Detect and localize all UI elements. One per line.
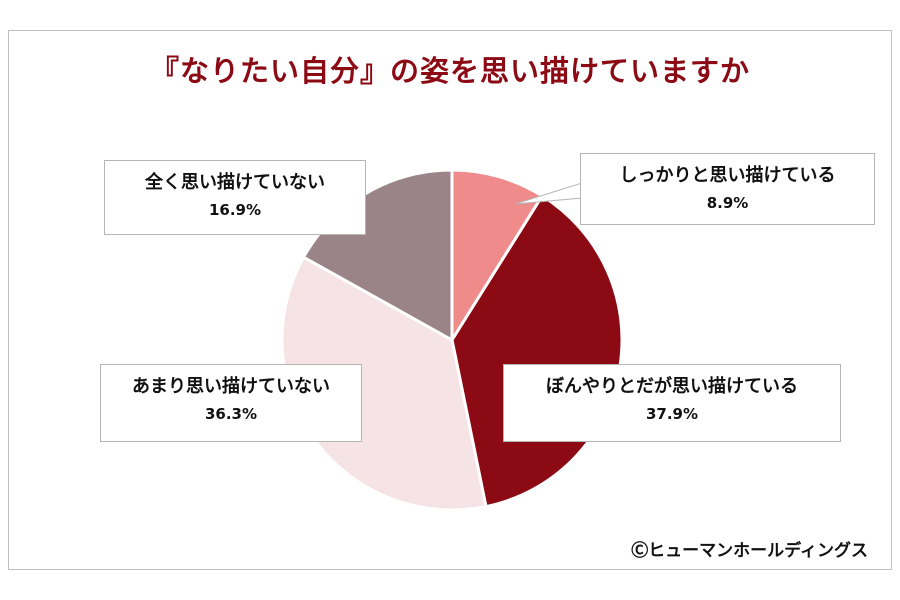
copyright-text: Ⓒヒューマンホールディングス — [631, 541, 868, 561]
slice-label-not-at-all: 全く思い描けていない 16.9% — [104, 160, 366, 235]
slice-label-text: 全く思い描けていない — [145, 172, 325, 193]
slice-value-label: 8.9% — [706, 194, 749, 212]
slice-label-firmly: しっかりと思い描けている 8.9% — [580, 153, 875, 225]
slice-value-label: 36.3% — [204, 405, 258, 423]
chart-title: 『なりたい自分』の姿を思い描けていますか — [149, 54, 750, 88]
slice-label-vaguely: ぼんやりとだが思い描けている 37.9% — [503, 364, 841, 442]
slice-label-text: ぼんやりとだが思い描けている — [546, 376, 798, 397]
slice-label-not-much: あまり思い描けていない 36.3% — [100, 364, 362, 442]
slice-firmly — [450, 168, 545, 346]
slice-value-label: 37.9% — [645, 405, 699, 423]
slice-value-label: 16.9% — [208, 201, 262, 219]
slice-label-text: あまり思い描けていない — [132, 376, 330, 397]
slice-label-text: しっかりと思い描けている — [619, 165, 836, 186]
